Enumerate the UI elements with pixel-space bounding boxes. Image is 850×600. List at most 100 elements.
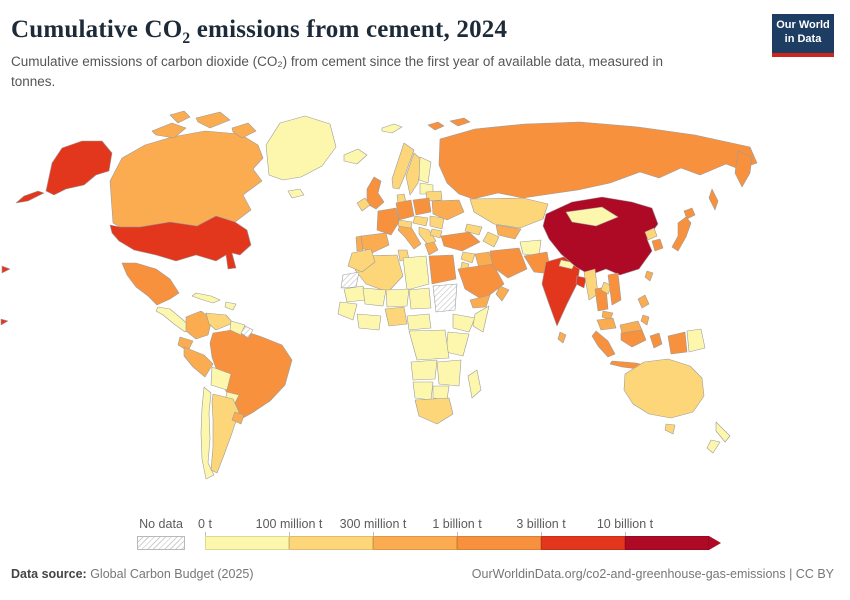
country-mongolia[interactable] bbox=[565, 206, 619, 227]
country-ethiopia[interactable] bbox=[452, 313, 476, 333]
country-guyana-suriname[interactable] bbox=[229, 320, 246, 336]
country-libya[interactable] bbox=[402, 255, 430, 291]
country-uzbekistan[interactable] bbox=[495, 224, 522, 240]
country-drc[interactable] bbox=[408, 329, 450, 361]
country-north-korea[interactable] bbox=[644, 227, 658, 241]
country-indonesia-sumatra[interactable] bbox=[591, 330, 616, 358]
country-canada[interactable] bbox=[109, 130, 264, 228]
country-angola[interactable] bbox=[410, 359, 438, 381]
country-turkmenistan[interactable] bbox=[482, 231, 500, 248]
country-canada-arctic1[interactable] bbox=[151, 122, 187, 139]
country-philippines[interactable] bbox=[637, 294, 650, 309]
country-bulgaria[interactable] bbox=[429, 228, 443, 239]
country-france[interactable] bbox=[376, 207, 400, 236]
country-finland[interactable] bbox=[418, 156, 432, 184]
country-united-states-aleutians[interactable] bbox=[15, 190, 45, 204]
country-kenya-tanzania[interactable] bbox=[445, 331, 470, 357]
country-south-korea[interactable] bbox=[651, 238, 664, 252]
country-central-america[interactable] bbox=[155, 306, 192, 333]
country-united-states-hawaii[interactable] bbox=[1, 265, 11, 274]
country-iran[interactable] bbox=[489, 247, 528, 279]
country-bangladesh[interactable] bbox=[575, 275, 587, 289]
country-indonesia-papua[interactable] bbox=[667, 331, 688, 355]
country-senegal-guinea[interactable] bbox=[337, 301, 358, 321]
country-russia-sakhalin[interactable] bbox=[708, 188, 719, 211]
country-iceland[interactable] bbox=[343, 148, 368, 165]
country-syria[interactable] bbox=[460, 251, 476, 264]
country-united-states-alaska[interactable] bbox=[45, 140, 113, 196]
country-russia-arctic2[interactable] bbox=[449, 117, 471, 127]
country-niger[interactable] bbox=[385, 288, 410, 308]
country-cameroon-car[interactable] bbox=[406, 313, 432, 331]
country-morocco[interactable] bbox=[347, 248, 376, 273]
country-zambia-mozambique[interactable] bbox=[436, 359, 462, 387]
country-sudan[interactable] bbox=[432, 283, 458, 313]
country-ivory-ghana[interactable] bbox=[356, 313, 382, 331]
country-norway[interactable] bbox=[391, 142, 415, 190]
country-new-zealand-north[interactable] bbox=[715, 421, 731, 443]
country-canada-arctic3[interactable] bbox=[231, 122, 257, 139]
country-peru[interactable] bbox=[183, 346, 214, 378]
country-canada-arctic2[interactable] bbox=[195, 111, 231, 129]
country-french-guiana[interactable] bbox=[240, 325, 254, 339]
country-venezuela[interactable] bbox=[205, 312, 234, 331]
country-poland[interactable] bbox=[412, 197, 432, 216]
country-japan[interactable] bbox=[671, 216, 692, 252]
country-australia-tasmania[interactable] bbox=[664, 423, 676, 435]
country-western-sahara[interactable] bbox=[340, 271, 360, 289]
country-germany[interactable] bbox=[395, 199, 415, 221]
country-papua-new-guinea[interactable] bbox=[686, 328, 706, 353]
country-united-states-pacific[interactable] bbox=[0, 318, 9, 326]
country-mauritania[interactable] bbox=[343, 285, 367, 303]
country-yemen[interactable] bbox=[469, 294, 491, 309]
country-uruguay[interactable] bbox=[231, 411, 245, 425]
country-madagascar[interactable] bbox=[467, 369, 482, 399]
country-south-africa[interactable] bbox=[414, 397, 454, 425]
country-russia-kamchatka[interactable] bbox=[734, 150, 753, 188]
footer-link[interactable]: OurWorldinData.org/co2-and-greenhouse-ga… bbox=[471, 567, 834, 581]
country-romania[interactable] bbox=[429, 215, 445, 230]
legend-segment[interactable] bbox=[541, 536, 625, 550]
country-hispaniola[interactable] bbox=[224, 301, 237, 311]
country-united-states[interactable] bbox=[109, 215, 252, 270]
owid-logo[interactable]: Our World in Data bbox=[772, 14, 834, 57]
country-colombia[interactable] bbox=[185, 310, 213, 340]
country-chad[interactable] bbox=[408, 287, 432, 310]
country-namibia[interactable] bbox=[412, 381, 434, 401]
country-argentina[interactable] bbox=[210, 393, 240, 474]
legend-segment[interactable] bbox=[373, 536, 457, 550]
country-czech-hungary[interactable] bbox=[412, 215, 429, 227]
country-switzerland-austria[interactable] bbox=[397, 219, 413, 229]
country-australia[interactable] bbox=[623, 358, 705, 419]
legend-segment[interactable] bbox=[205, 536, 289, 550]
country-greenland-isle[interactable] bbox=[287, 188, 305, 199]
country-ireland[interactable] bbox=[356, 197, 371, 212]
country-indonesia-sulawesi[interactable] bbox=[649, 332, 663, 349]
country-russia[interactable] bbox=[438, 121, 758, 200]
country-russia-arctic[interactable] bbox=[427, 121, 445, 131]
country-sri-lanka[interactable] bbox=[557, 331, 567, 344]
country-canada-arctic4[interactable] bbox=[169, 110, 191, 124]
country-mali[interactable] bbox=[362, 287, 387, 307]
country-vietnam[interactable] bbox=[607, 272, 622, 306]
country-nigeria[interactable] bbox=[384, 306, 408, 327]
country-japan-hokkaido[interactable] bbox=[683, 207, 696, 220]
country-chile[interactable] bbox=[200, 386, 215, 480]
country-malaysia[interactable] bbox=[596, 317, 617, 331]
country-saudi-arabia[interactable] bbox=[457, 263, 505, 301]
country-new-zealand-south[interactable] bbox=[706, 439, 721, 454]
country-portugal[interactable] bbox=[355, 235, 364, 252]
legend-segment[interactable] bbox=[457, 536, 541, 550]
country-indonesia-kalimantan[interactable] bbox=[620, 329, 647, 348]
country-turkey[interactable] bbox=[440, 231, 481, 252]
country-caucasus[interactable] bbox=[464, 223, 483, 236]
legend-segment[interactable] bbox=[625, 536, 709, 550]
country-taiwan[interactable] bbox=[644, 270, 654, 282]
no-data-swatch[interactable] bbox=[137, 536, 185, 550]
country-kazakhstan[interactable] bbox=[469, 197, 549, 229]
country-egypt[interactable] bbox=[428, 254, 457, 285]
country-ukraine[interactable] bbox=[431, 199, 465, 221]
country-oman[interactable] bbox=[495, 285, 510, 302]
country-cuba[interactable] bbox=[191, 292, 221, 304]
country-bolivia[interactable] bbox=[210, 366, 232, 391]
